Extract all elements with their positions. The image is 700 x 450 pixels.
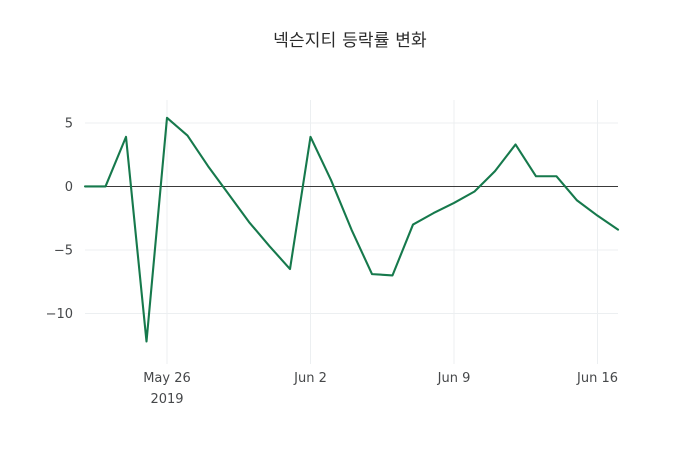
grid-layer [85,100,618,364]
x-tick-label: Jun 16 [576,371,618,386]
data-series-line [83,116,620,343]
y-tick-label: −10 [46,307,73,322]
x-tick-sublabel: 2019 [150,392,183,407]
x-axis-tick-labels: May 26 2019 Jun 2 Jun 9 Jun 16 [143,371,618,407]
y-tick-label: −5 [54,243,73,258]
x-tick-label: May 26 [143,371,191,386]
chart-title: 넥슨지티 등락률 변화 [273,31,427,51]
y-axis-tick-labels: 5 0 −5 −10 [46,116,73,322]
x-tick-label: Jun 2 [293,371,327,386]
x-tick-label: Jun 9 [437,371,471,386]
y-tick-label: 5 [65,116,73,131]
series-layer [83,116,620,343]
y-tick-label: 0 [65,180,73,195]
